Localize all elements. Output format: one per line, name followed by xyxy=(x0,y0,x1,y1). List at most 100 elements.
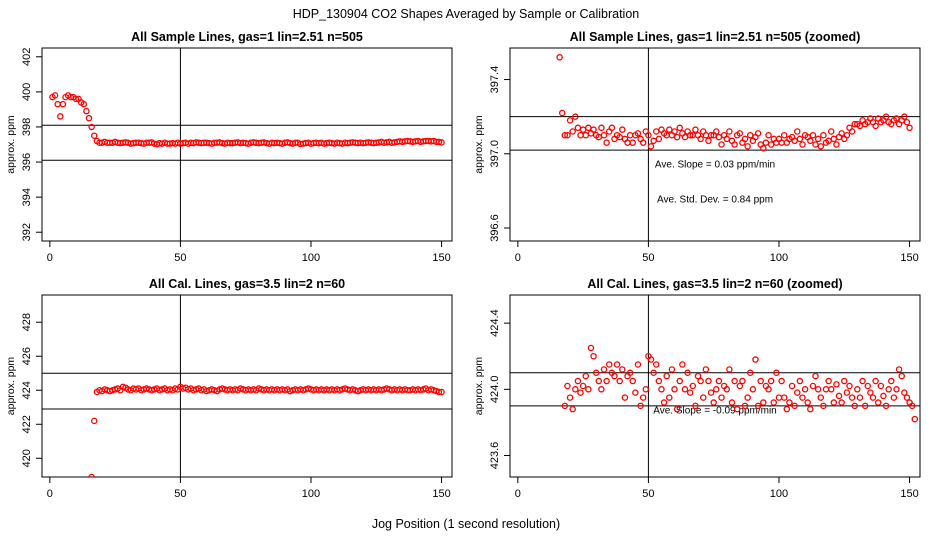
x-tick-label: 50 xyxy=(642,488,654,500)
data-point xyxy=(705,377,712,385)
data-point xyxy=(726,128,733,135)
data-point xyxy=(660,399,668,406)
data-point xyxy=(846,382,853,390)
data-point xyxy=(778,377,785,385)
data-point xyxy=(616,377,623,385)
data-point xyxy=(634,361,642,368)
data-point xyxy=(867,389,874,396)
data-point xyxy=(558,109,566,117)
data-point xyxy=(582,131,589,139)
data-point xyxy=(877,382,885,390)
y-tick-label: 424.4 xyxy=(489,309,501,337)
data-point xyxy=(579,382,587,390)
data-point xyxy=(731,377,738,385)
y-tick-label: 392 xyxy=(21,223,33,241)
data-point xyxy=(564,382,571,390)
x-tick-label: 50 xyxy=(642,252,654,264)
data-point xyxy=(723,386,731,393)
data-point xyxy=(809,382,817,390)
data-point xyxy=(851,402,858,410)
x-tick-label: 0 xyxy=(47,252,53,264)
panel-title: All Cal. Lines, gas=3.5 lin=2 n=60 xyxy=(149,277,345,291)
data-point xyxy=(848,128,856,135)
data-point xyxy=(637,402,644,410)
data-point xyxy=(754,402,762,410)
data-point xyxy=(673,133,681,141)
panel-title: All Cal. Lines, gas=3.5 lin=2 n=60 (zoom… xyxy=(587,277,842,291)
data-point xyxy=(666,126,673,133)
data-point xyxy=(827,386,835,393)
data-point xyxy=(882,402,890,410)
x-tick-label: 150 xyxy=(900,252,918,264)
data-point xyxy=(747,131,754,139)
data-point xyxy=(718,141,725,148)
data-point xyxy=(88,473,95,477)
data-point xyxy=(822,386,830,393)
y-axis-label: approx. ppm xyxy=(5,357,17,416)
y-tick-label: 402 xyxy=(21,48,33,66)
data-point xyxy=(825,377,832,385)
data-point xyxy=(872,122,879,130)
data-point xyxy=(893,386,900,393)
data-point xyxy=(702,366,710,373)
data-point xyxy=(619,366,626,373)
data-point xyxy=(713,128,720,135)
data-point xyxy=(754,130,762,137)
data-point xyxy=(663,372,670,380)
data-point xyxy=(812,141,819,148)
data-point xyxy=(807,137,814,145)
data-point xyxy=(804,399,811,406)
data-point xyxy=(707,131,715,139)
data-point xyxy=(88,123,95,131)
data-point xyxy=(799,141,806,148)
data-point xyxy=(577,389,584,396)
data-point xyxy=(760,399,767,406)
data-point xyxy=(773,369,780,377)
data-point xyxy=(692,402,699,410)
data-point xyxy=(760,144,767,152)
data-point xyxy=(843,389,851,396)
data-point xyxy=(658,386,665,393)
y-tick-label: 426 xyxy=(21,347,33,365)
data-point xyxy=(639,394,647,401)
data-point xyxy=(676,124,683,132)
data-point xyxy=(901,113,908,120)
data-point xyxy=(689,382,697,390)
data-point xyxy=(799,394,806,401)
data-point xyxy=(786,399,793,406)
data-point xyxy=(869,394,877,401)
data-point xyxy=(572,113,579,120)
data-point xyxy=(585,124,592,132)
data-point xyxy=(817,394,825,401)
figure-title: HDP_130904 CO2 Shapes Averaged by Sample… xyxy=(293,7,640,21)
data-point xyxy=(561,131,569,139)
data-point xyxy=(854,386,861,393)
data-point xyxy=(780,131,788,139)
y-tick-label: 397.0 xyxy=(489,140,501,168)
y-tick-label: 424.0 xyxy=(489,376,501,404)
data-point xyxy=(903,118,911,126)
x-tick-label: 150 xyxy=(432,252,450,264)
data-point xyxy=(438,388,445,396)
data-point xyxy=(655,377,663,385)
figure-xlabel: Jog Position (1 second resolution) xyxy=(372,517,560,531)
data-point xyxy=(629,139,636,146)
data-point xyxy=(895,366,903,373)
data-point xyxy=(814,386,822,393)
data-point xyxy=(686,389,694,396)
data-point xyxy=(587,344,595,352)
y-axis-label: approx. ppm xyxy=(473,357,485,416)
data-point xyxy=(718,394,725,401)
data-point xyxy=(671,386,678,393)
data-point xyxy=(830,399,838,406)
y-tick-label: 428 xyxy=(21,313,33,331)
data-point xyxy=(652,361,660,368)
data-point xyxy=(820,402,827,410)
x-tick-label: 0 xyxy=(515,252,521,264)
data-point xyxy=(741,402,749,410)
plot-frame xyxy=(509,294,921,478)
data-point xyxy=(80,100,88,108)
data-point xyxy=(598,124,605,132)
data-point xyxy=(676,377,683,385)
